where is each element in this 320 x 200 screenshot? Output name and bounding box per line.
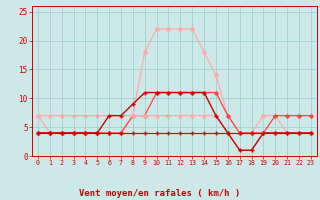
Text: Vent moyen/en rafales ( km/h ): Vent moyen/en rafales ( km/h ) xyxy=(79,189,241,198)
